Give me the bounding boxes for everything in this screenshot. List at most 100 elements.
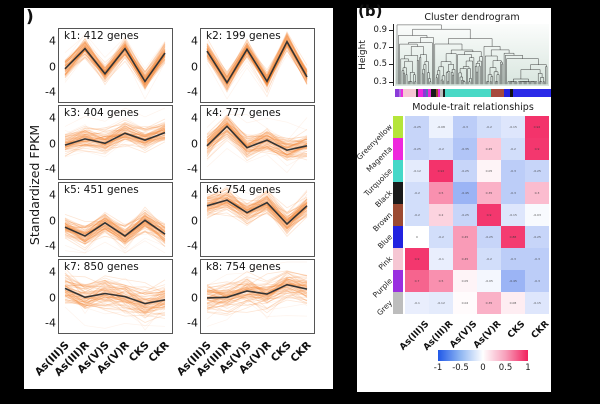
- cell-value-illegible: -0.08: [437, 124, 445, 129]
- dendrogram-background-wash: [395, 24, 549, 86]
- cell-value-illegible: 0.45: [461, 234, 469, 239]
- cluster-label: k7: 850 genes: [64, 261, 139, 273]
- heatmap-cell: 0.35: [477, 292, 501, 314]
- cell-value-illegible: 0.92: [533, 124, 541, 129]
- dendrogram-tick-mark: [389, 81, 393, 83]
- cell-value-illegible: -0.15: [509, 212, 517, 217]
- panel-b-wgcna: (b) Cluster dendrogram Height Module-tra…: [355, 4, 552, 392]
- y-tick-label: 0: [49, 137, 56, 150]
- heatmap-cell: 0.25: [477, 138, 501, 160]
- y-tick-label: -4: [45, 239, 56, 253]
- y-tick-label: 4: [191, 34, 198, 48]
- heatmap-cell: -0.15: [501, 204, 525, 226]
- y-tick-label: -4: [45, 85, 56, 99]
- heatmap-cell: 0.45: [453, 226, 477, 248]
- heatmap-cell: -0.45: [501, 270, 525, 292]
- cluster-label: k8: 754 genes: [206, 261, 281, 273]
- cell-value-illegible: 0.7: [414, 278, 420, 283]
- heatmap-cell: 0.08: [501, 292, 525, 314]
- heatmap-cell: 0.7: [405, 270, 429, 292]
- cell-value-illegible: 0.02: [461, 300, 469, 305]
- module-swatch-greenyellow: [393, 116, 403, 138]
- panel-a-label: ): [26, 7, 34, 27]
- module-strip-segment: [512, 89, 552, 97]
- dendrogram-tick-mark: [389, 64, 393, 66]
- module-swatch-pink: [393, 248, 403, 270]
- cell-value-illegible: -0.2: [414, 212, 420, 217]
- cell-value-illegible: -0.3: [462, 124, 468, 129]
- cluster-subplot-k7: 4 0 -4 k7: 850 genes: [45, 259, 173, 334]
- cell-value-illegible: -0.12: [437, 300, 445, 305]
- heatmap-cell: -0.3: [501, 182, 525, 204]
- cell-value-illegible: 0.9: [486, 212, 492, 217]
- cell-value-illegible: -0.03: [533, 212, 541, 217]
- cluster-subplot-k1: 4 0 -4 k1: 412 genes: [45, 28, 173, 103]
- heatmap-cell: -0.3: [501, 160, 525, 182]
- heatmap-cell: 0.45: [453, 248, 477, 270]
- module-strip-segment: [403, 89, 416, 97]
- cell-value-illegible: 0.25: [485, 146, 493, 151]
- cell-value-illegible: 0.35: [485, 300, 493, 305]
- module-strip-segment: [439, 89, 443, 97]
- cell-value-illegible: -0.2: [414, 190, 420, 195]
- cell-value-illegible: -0.2: [486, 124, 492, 129]
- correlation-colorbar: [438, 350, 528, 361]
- heatmap-cell: -0.25: [477, 226, 501, 248]
- cluster-label: k2: 199 genes: [206, 30, 281, 42]
- y-tick-label: 4: [49, 188, 56, 202]
- cluster-label: k3: 404 genes: [64, 107, 139, 119]
- cell-value-illegible: -0.25: [485, 234, 493, 239]
- y-tick-label: 0: [49, 60, 56, 73]
- module-strip-segment: [444, 89, 492, 97]
- module-swatch-turquoise: [393, 160, 403, 182]
- module-strip-segment: [401, 89, 404, 97]
- heatmap-cell: -0.2: [405, 182, 429, 204]
- cell-value-illegible: -0.2: [486, 256, 492, 261]
- cell-value-illegible: -0.1: [438, 256, 444, 261]
- cluster-label: k4: 777 genes: [206, 107, 281, 119]
- module-strip-segment: [418, 89, 423, 97]
- cluster-subplot-k3: 4 0 -4 k3: 404 genes: [45, 105, 173, 180]
- heatmap-cell: -0.2: [429, 138, 453, 160]
- heatmap-title: Module-trait relationships: [412, 102, 534, 113]
- heatmap-cell: 0.05: [453, 270, 477, 292]
- dendrogram-title: Cluster dendrogram: [424, 12, 520, 23]
- cluster-subplot-k2: 4 0 -4 k2: 199 genes: [187, 28, 315, 103]
- colorbar-tick-label: 1: [525, 363, 531, 373]
- heatmap-cell: -0.15: [525, 292, 549, 314]
- y-tick-label: -4: [187, 316, 198, 330]
- module-strip-segment: [422, 89, 426, 97]
- heatmap-cell: 0.2: [429, 204, 453, 226]
- cell-value-illegible: -0.25: [461, 168, 469, 173]
- cell-value-illegible: -0.3: [510, 256, 516, 261]
- y-tick-label: 4: [49, 265, 56, 279]
- cell-value-illegible: -0.25: [461, 212, 469, 217]
- module-strip-segment: [491, 89, 505, 97]
- cell-value-illegible: 0.3: [534, 190, 540, 195]
- heatmap-cell: -0.25: [525, 160, 549, 182]
- colorbar-tick-label: 0: [480, 363, 486, 373]
- cell-value-illegible: -0.25: [413, 146, 421, 151]
- y-tick-label: -4: [187, 85, 198, 99]
- cell-value-illegible: 0.9: [534, 146, 540, 151]
- y-tick-label: 4: [191, 188, 198, 202]
- heatmap-cell: 0: [405, 226, 429, 248]
- cell-value-illegible: -0.15: [533, 300, 541, 305]
- heatmap-cell: 0.9: [405, 248, 429, 270]
- cell-value-illegible: -0.45: [461, 190, 469, 195]
- heatmap-cell: 0.5: [429, 270, 453, 292]
- heatmap-cell: -0.25: [405, 138, 429, 160]
- heatmap-cell: -0.35: [453, 138, 477, 160]
- module-strip-segment: [395, 89, 399, 97]
- cluster-subplot-k4: 4 0 -4 k4: 777 genes: [187, 105, 315, 180]
- heatmap-cell: -0.25: [405, 116, 429, 138]
- cluster-subplot-k6: 4 0 -4 k6: 754 genes: [187, 182, 315, 257]
- heatmap-cell: 0.3: [525, 182, 549, 204]
- colorbar-tick-label: 0.5: [498, 363, 513, 373]
- heatmap-cell: 0.92: [429, 160, 453, 182]
- cluster-subplot-k8: 4 0 -4 k8: 754 genes: [187, 259, 315, 334]
- y-tick-label: 0: [191, 214, 198, 227]
- y-tick-label: 0: [191, 60, 198, 73]
- module-swatch-black: [393, 182, 403, 204]
- y-tick-label: -4: [187, 162, 198, 176]
